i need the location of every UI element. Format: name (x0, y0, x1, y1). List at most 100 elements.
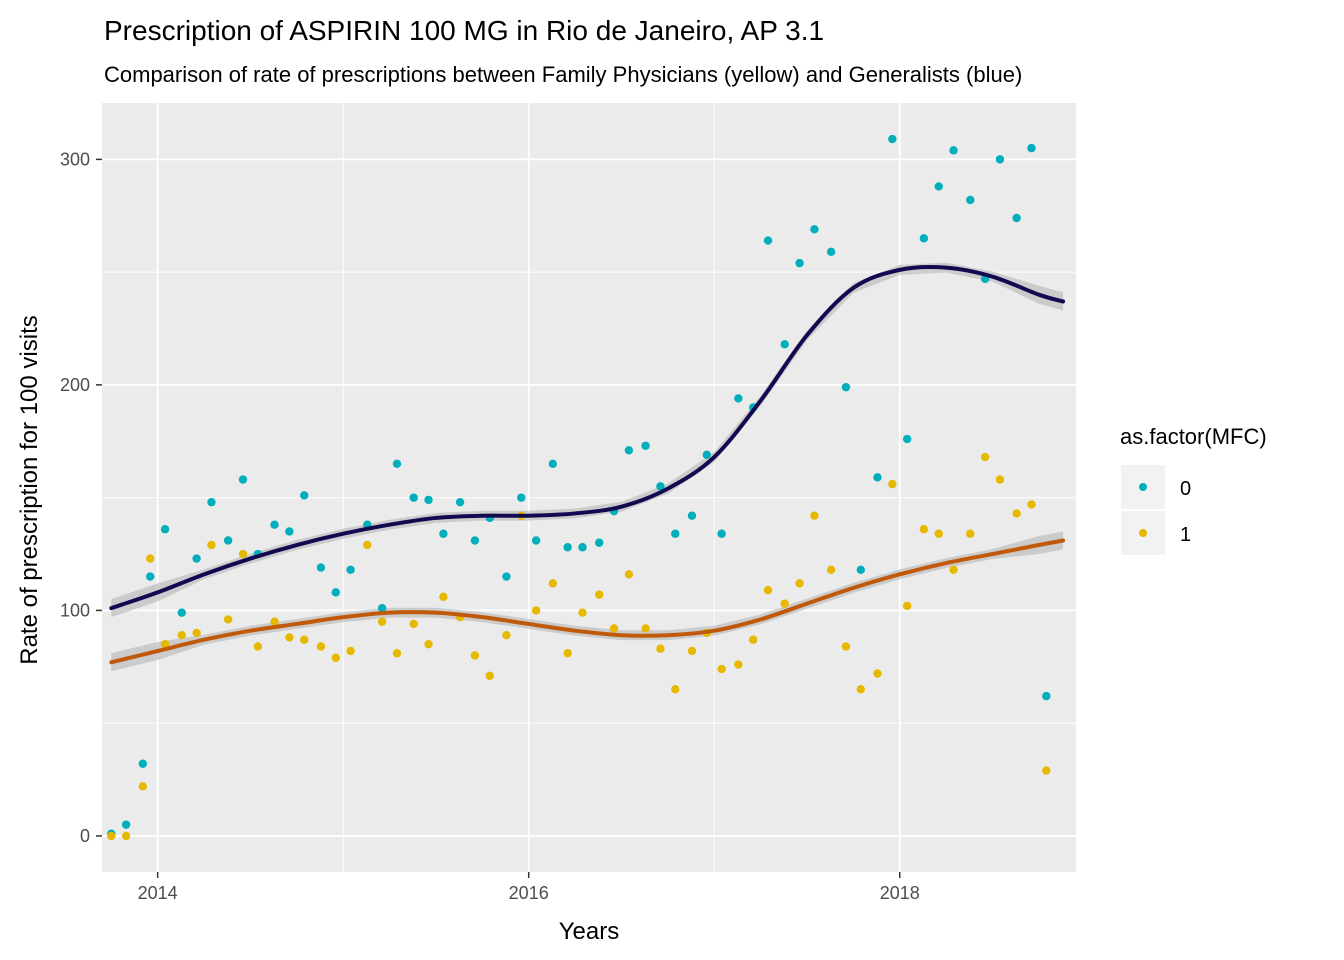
point-series-0 (780, 340, 789, 349)
point-series-0 (563, 543, 572, 552)
point-series-0 (346, 565, 355, 575)
point-series-0 (548, 459, 558, 469)
point-series-1 (207, 540, 216, 550)
point-series-1 (223, 615, 233, 624)
point-series-1 (331, 653, 340, 662)
point-series-0 (795, 258, 804, 268)
smooth-lines (109, 264, 1066, 665)
point-series-1 (734, 660, 743, 669)
point-series-0 (146, 572, 155, 581)
point-series-1 (316, 642, 326, 651)
point-series-1 (748, 635, 758, 644)
point-series-0 (949, 146, 958, 155)
point-series-1 (563, 649, 572, 658)
grid-major (102, 103, 1076, 872)
y-tick-label: 200 (60, 375, 90, 395)
point-series-1 (826, 565, 836, 575)
point-series-1 (285, 633, 294, 642)
point-series-1 (121, 831, 131, 841)
point-series-0 (841, 382, 851, 392)
point-series-1 (641, 624, 650, 633)
point-series-0 (392, 459, 402, 469)
legend-swatch-1 (1139, 529, 1147, 537)
point-series-1 (856, 685, 865, 694)
point-series-0 (687, 511, 697, 520)
point-series-0 (919, 234, 929, 243)
point-series-1 (578, 608, 587, 617)
point-series-0 (377, 603, 387, 613)
point-series-0 (888, 134, 897, 144)
point-series-1 (531, 606, 541, 615)
legend: as.factor(MFC) 0 1 (1120, 424, 1267, 555)
point-series-0 (192, 554, 201, 563)
chart-title: Prescription of ASPIRIN 100 MG in Rio de… (104, 15, 824, 46)
smooth-line-0 (109, 264, 1066, 611)
point-series-0 (121, 820, 131, 829)
point-series-1 (995, 475, 1005, 484)
point-series-0 (873, 473, 882, 482)
point-series-1 (1027, 500, 1036, 509)
point-series-1 (919, 525, 929, 534)
point-series-1 (873, 669, 882, 678)
point-series-0 (578, 543, 587, 552)
grid-minor (102, 103, 1076, 872)
point-series-1 (902, 601, 912, 611)
point-series-1 (1042, 766, 1051, 775)
legend-label-0: 0 (1180, 478, 1191, 500)
point-series-0 (995, 155, 1005, 164)
point-series-0 (470, 536, 480, 545)
point-series-1 (795, 579, 804, 588)
point-series-0 (856, 565, 865, 575)
legend-title: as.factor(MFC) (1120, 424, 1267, 449)
point-series-1 (485, 671, 494, 681)
point-series-1 (160, 640, 170, 649)
point-series-1 (763, 585, 773, 595)
point-series-1 (1012, 509, 1021, 518)
point-series-1 (888, 479, 897, 489)
point-series-0 (424, 495, 433, 505)
point-series-0 (502, 572, 511, 581)
point-series-0 (624, 446, 634, 455)
point-series-0 (734, 394, 743, 403)
y-axis-ticks: 0 100 200 300 (60, 149, 102, 846)
point-series-1 (192, 628, 201, 638)
point-series-1 (346, 646, 355, 656)
x-axis-title: Years (559, 918, 620, 945)
y-tick-label: 0 (80, 826, 90, 846)
point-series-0 (223, 536, 233, 545)
point-series-0 (207, 497, 216, 507)
plot-panel (102, 103, 1076, 872)
confidence-bands (111, 262, 1064, 672)
point-series-0 (641, 441, 650, 450)
point-series-0 (934, 182, 943, 191)
point-series-1 (377, 617, 387, 626)
point-series-0 (238, 475, 248, 484)
point-series-1 (107, 831, 116, 841)
point-series-1 (595, 590, 604, 599)
point-series-0 (1042, 691, 1051, 701)
point-series-1 (502, 631, 511, 640)
point-series-1 (687, 646, 697, 656)
point-series-1 (966, 529, 975, 538)
point-series-1 (548, 579, 558, 588)
x-axis-ticks: 2014 2016 2018 (138, 872, 920, 903)
point-series-0 (517, 493, 526, 502)
point-series-1 (238, 549, 248, 559)
point-series-0 (160, 525, 170, 534)
point-series-1 (671, 685, 680, 694)
point-series-1 (810, 511, 819, 520)
point-series-0 (702, 450, 712, 460)
confidence-band-0 (111, 262, 1064, 618)
point-series-1 (270, 617, 279, 626)
point-series-0 (656, 482, 665, 491)
point-series-0 (409, 493, 418, 502)
legend-swatch-0 (1139, 483, 1147, 491)
point-series-1 (138, 782, 148, 791)
point-series-0 (531, 536, 541, 545)
point-series-1 (253, 642, 263, 651)
legend-label-1: 1 (1180, 524, 1191, 546)
point-series-1 (177, 631, 186, 640)
x-tick-label: 2014 (138, 883, 178, 903)
point-series-0 (902, 434, 912, 444)
point-series-1 (439, 592, 448, 602)
